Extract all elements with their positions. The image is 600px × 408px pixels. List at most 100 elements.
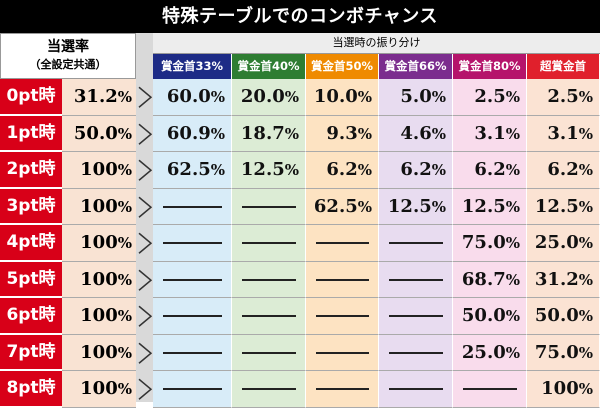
arrow-icon — [138, 378, 152, 400]
value-cell: 62.5% — [153, 152, 232, 189]
value-cell: 50.0% — [527, 298, 600, 335]
cell-value: 3.1 — [547, 122, 579, 144]
value-cell: — — [232, 298, 306, 335]
value-cell: 2.5% — [453, 79, 527, 116]
value-cell: — — [379, 225, 453, 262]
value-cell: — — [379, 298, 453, 335]
cell-value: 2.5 — [474, 86, 506, 107]
arrow-icon — [138, 269, 152, 291]
value-cell: 31.2% — [527, 261, 600, 298]
value-cell: — — [232, 261, 306, 298]
cell-unit: % — [284, 88, 299, 106]
cell-value: 12.5 — [240, 159, 285, 180]
cell-value: 100 — [541, 378, 579, 399]
value-cell: 18.7% — [232, 115, 306, 152]
dash-mark: — — [163, 315, 222, 318]
rate-unit: % — [117, 234, 132, 252]
cell-unit: % — [357, 124, 372, 143]
cell-unit: % — [578, 307, 593, 325]
cell-value: 60.9 — [166, 122, 211, 144]
row-label: 8pt時 — [0, 371, 62, 408]
cell-unit: % — [284, 161, 299, 179]
value-cell: 68.7% — [453, 261, 527, 298]
cell-unit: % — [578, 88, 593, 106]
cell-unit: % — [431, 124, 446, 143]
value-cell: 100% — [527, 371, 600, 408]
value-cell: — — [153, 371, 232, 408]
rate-value: 100 — [80, 195, 118, 217]
value-cell: — — [306, 261, 379, 298]
cell-value: 62.5 — [166, 159, 211, 180]
value-cell: 3.1% — [453, 115, 527, 152]
rate-unit: % — [117, 270, 132, 289]
rate-cell: 100% — [62, 188, 136, 225]
value-cell: 5.0% — [379, 79, 453, 116]
rate-value: 100 — [80, 268, 118, 290]
cell-unit: % — [578, 380, 593, 398]
cell-unit: % — [210, 124, 225, 143]
cell-value: 75.0 — [461, 232, 506, 253]
value-cell: 60.9% — [153, 115, 232, 152]
value-cell: 75.0% — [453, 225, 527, 262]
dash-mark: — — [463, 388, 517, 391]
cell-value: 2.5 — [547, 86, 579, 107]
value-cell: 12.5% — [379, 188, 453, 225]
dash-mark: — — [389, 351, 443, 354]
value-cell: 6.2% — [306, 152, 379, 189]
rate-value: 50.0 — [73, 122, 118, 144]
value-cell: 25.0% — [527, 225, 600, 262]
cell-unit: % — [284, 124, 299, 143]
dash-mark: — — [242, 242, 296, 245]
category-header-1: 賞金首33% — [153, 54, 232, 79]
row-label: 6pt時 — [0, 298, 62, 335]
rate-cell: 100% — [62, 261, 136, 298]
rate-unit: % — [117, 307, 132, 325]
rate-value: 100 — [80, 159, 118, 180]
value-cell: — — [379, 261, 453, 298]
cell-unit: % — [505, 343, 520, 362]
value-cell: — — [153, 188, 232, 225]
dash-mark: — — [242, 315, 296, 318]
row-label: 7pt時 — [0, 334, 62, 371]
value-cell: 2.5% — [527, 79, 600, 116]
category-header-5: 賞金首80% — [453, 54, 527, 79]
value-cell: 12.5% — [232, 152, 306, 189]
cell-value: 10.0 — [313, 86, 358, 107]
cell-value: 31.2 — [534, 268, 579, 290]
cell-unit: % — [505, 234, 520, 252]
rate-cell: 100% — [62, 334, 136, 371]
cell-unit: % — [505, 161, 520, 179]
cell-unit: % — [505, 124, 520, 143]
cell-value: 20.0 — [240, 86, 285, 107]
value-cell: 6.2% — [527, 152, 600, 189]
rate-cell: 100% — [62, 225, 136, 262]
rate-header: 当選率 （全設定共通） — [0, 33, 136, 79]
arrow-icon — [138, 196, 152, 218]
rate-value: 100 — [80, 378, 118, 399]
cell-value: 18.7 — [240, 122, 285, 144]
rate-cell: 50.0% — [62, 115, 136, 152]
cell-unit: % — [578, 124, 593, 143]
value-cell: — — [232, 334, 306, 371]
cell-value: 12.5 — [387, 195, 432, 217]
value-cell: — — [232, 371, 306, 408]
dash-mark: — — [242, 388, 296, 391]
dash-mark: — — [316, 351, 369, 354]
value-cell: 12.5% — [453, 188, 527, 225]
value-cell: — — [153, 225, 232, 262]
value-cell: 6.2% — [379, 152, 453, 189]
dash-mark: — — [163, 388, 222, 391]
value-cell: — — [232, 188, 306, 225]
value-cell: 75.0% — [527, 334, 600, 371]
cell-value: 5.0 — [400, 86, 432, 107]
value-cell: 9.3% — [306, 115, 379, 152]
cell-value: 25.0 — [534, 232, 579, 253]
arrow-icon — [138, 342, 152, 364]
value-cell: 25.0% — [453, 334, 527, 371]
dash-mark: — — [242, 278, 296, 281]
dash-mark: — — [163, 205, 222, 208]
arrow-icon — [138, 86, 152, 108]
dash-mark: — — [316, 278, 369, 281]
page-title: 特殊テーブルでのコンボチャンス — [0, 0, 600, 33]
